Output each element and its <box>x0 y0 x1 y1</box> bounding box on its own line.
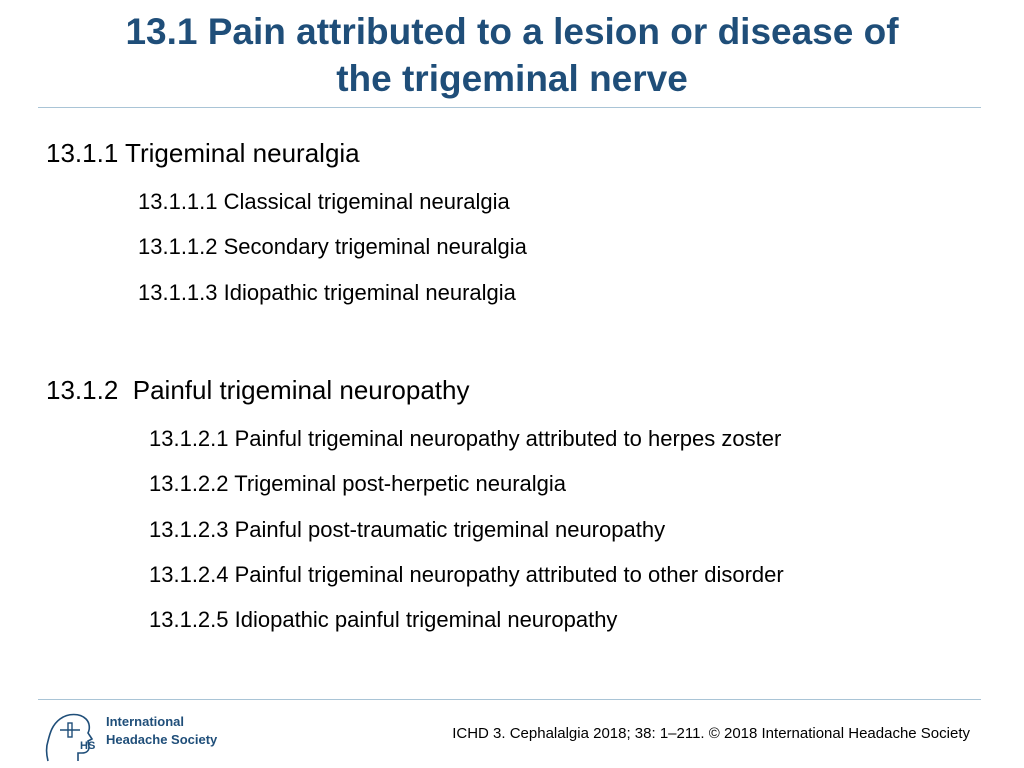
list-item: 13.1.1.2 Secondary trigeminal neuralgia <box>138 234 527 259</box>
section-heading-painful-trigeminal-neuropathy: 13.1.2 Painful trigeminal neuropathy <box>46 375 470 405</box>
logo-line-1: International <box>106 714 185 729</box>
section-heading-trigeminal-neuralgia: 13.1.1 Trigeminal neuralgia <box>46 138 360 168</box>
list-item: 13.1.2.3 Painful post-traumatic trigemin… <box>149 517 666 542</box>
slide-title: 13.1 Pain attributed to a lesion or dise… <box>0 8 1024 102</box>
title-divider <box>38 107 981 108</box>
list-item: 13.1.2.2 Trigeminal post-herpetic neural… <box>149 471 567 496</box>
logo-line-2: Headache Society <box>106 732 218 747</box>
footer-divider <box>38 699 981 700</box>
list-item: 13.1.1.1 Classical trigeminal neuralgia <box>138 189 510 214</box>
slide-title-line-2: the trigeminal nerve <box>336 58 688 99</box>
list-item: 13.1.2.5 Idiopathic painful trigeminal n… <box>149 607 618 632</box>
ihs-logo: HS International Headache Society <box>42 709 227 763</box>
list-item: 13.1.2.1 Painful trigeminal neuropathy a… <box>149 426 782 451</box>
ihs-profile-logo-icon: HS <box>45 713 95 762</box>
list-item: 13.1.1.3 Idiopathic trigeminal neuralgia <box>138 280 516 305</box>
citation-text: ICHD 3. Cephalalgia 2018; 38: 1–211. © 2… <box>452 725 970 742</box>
slide-title-line-1: 13.1 Pain attributed to a lesion or dise… <box>125 11 899 52</box>
svg-text:HS: HS <box>80 740 95 752</box>
list-item: 13.1.2.4 Painful trigeminal neuropathy a… <box>149 562 784 587</box>
